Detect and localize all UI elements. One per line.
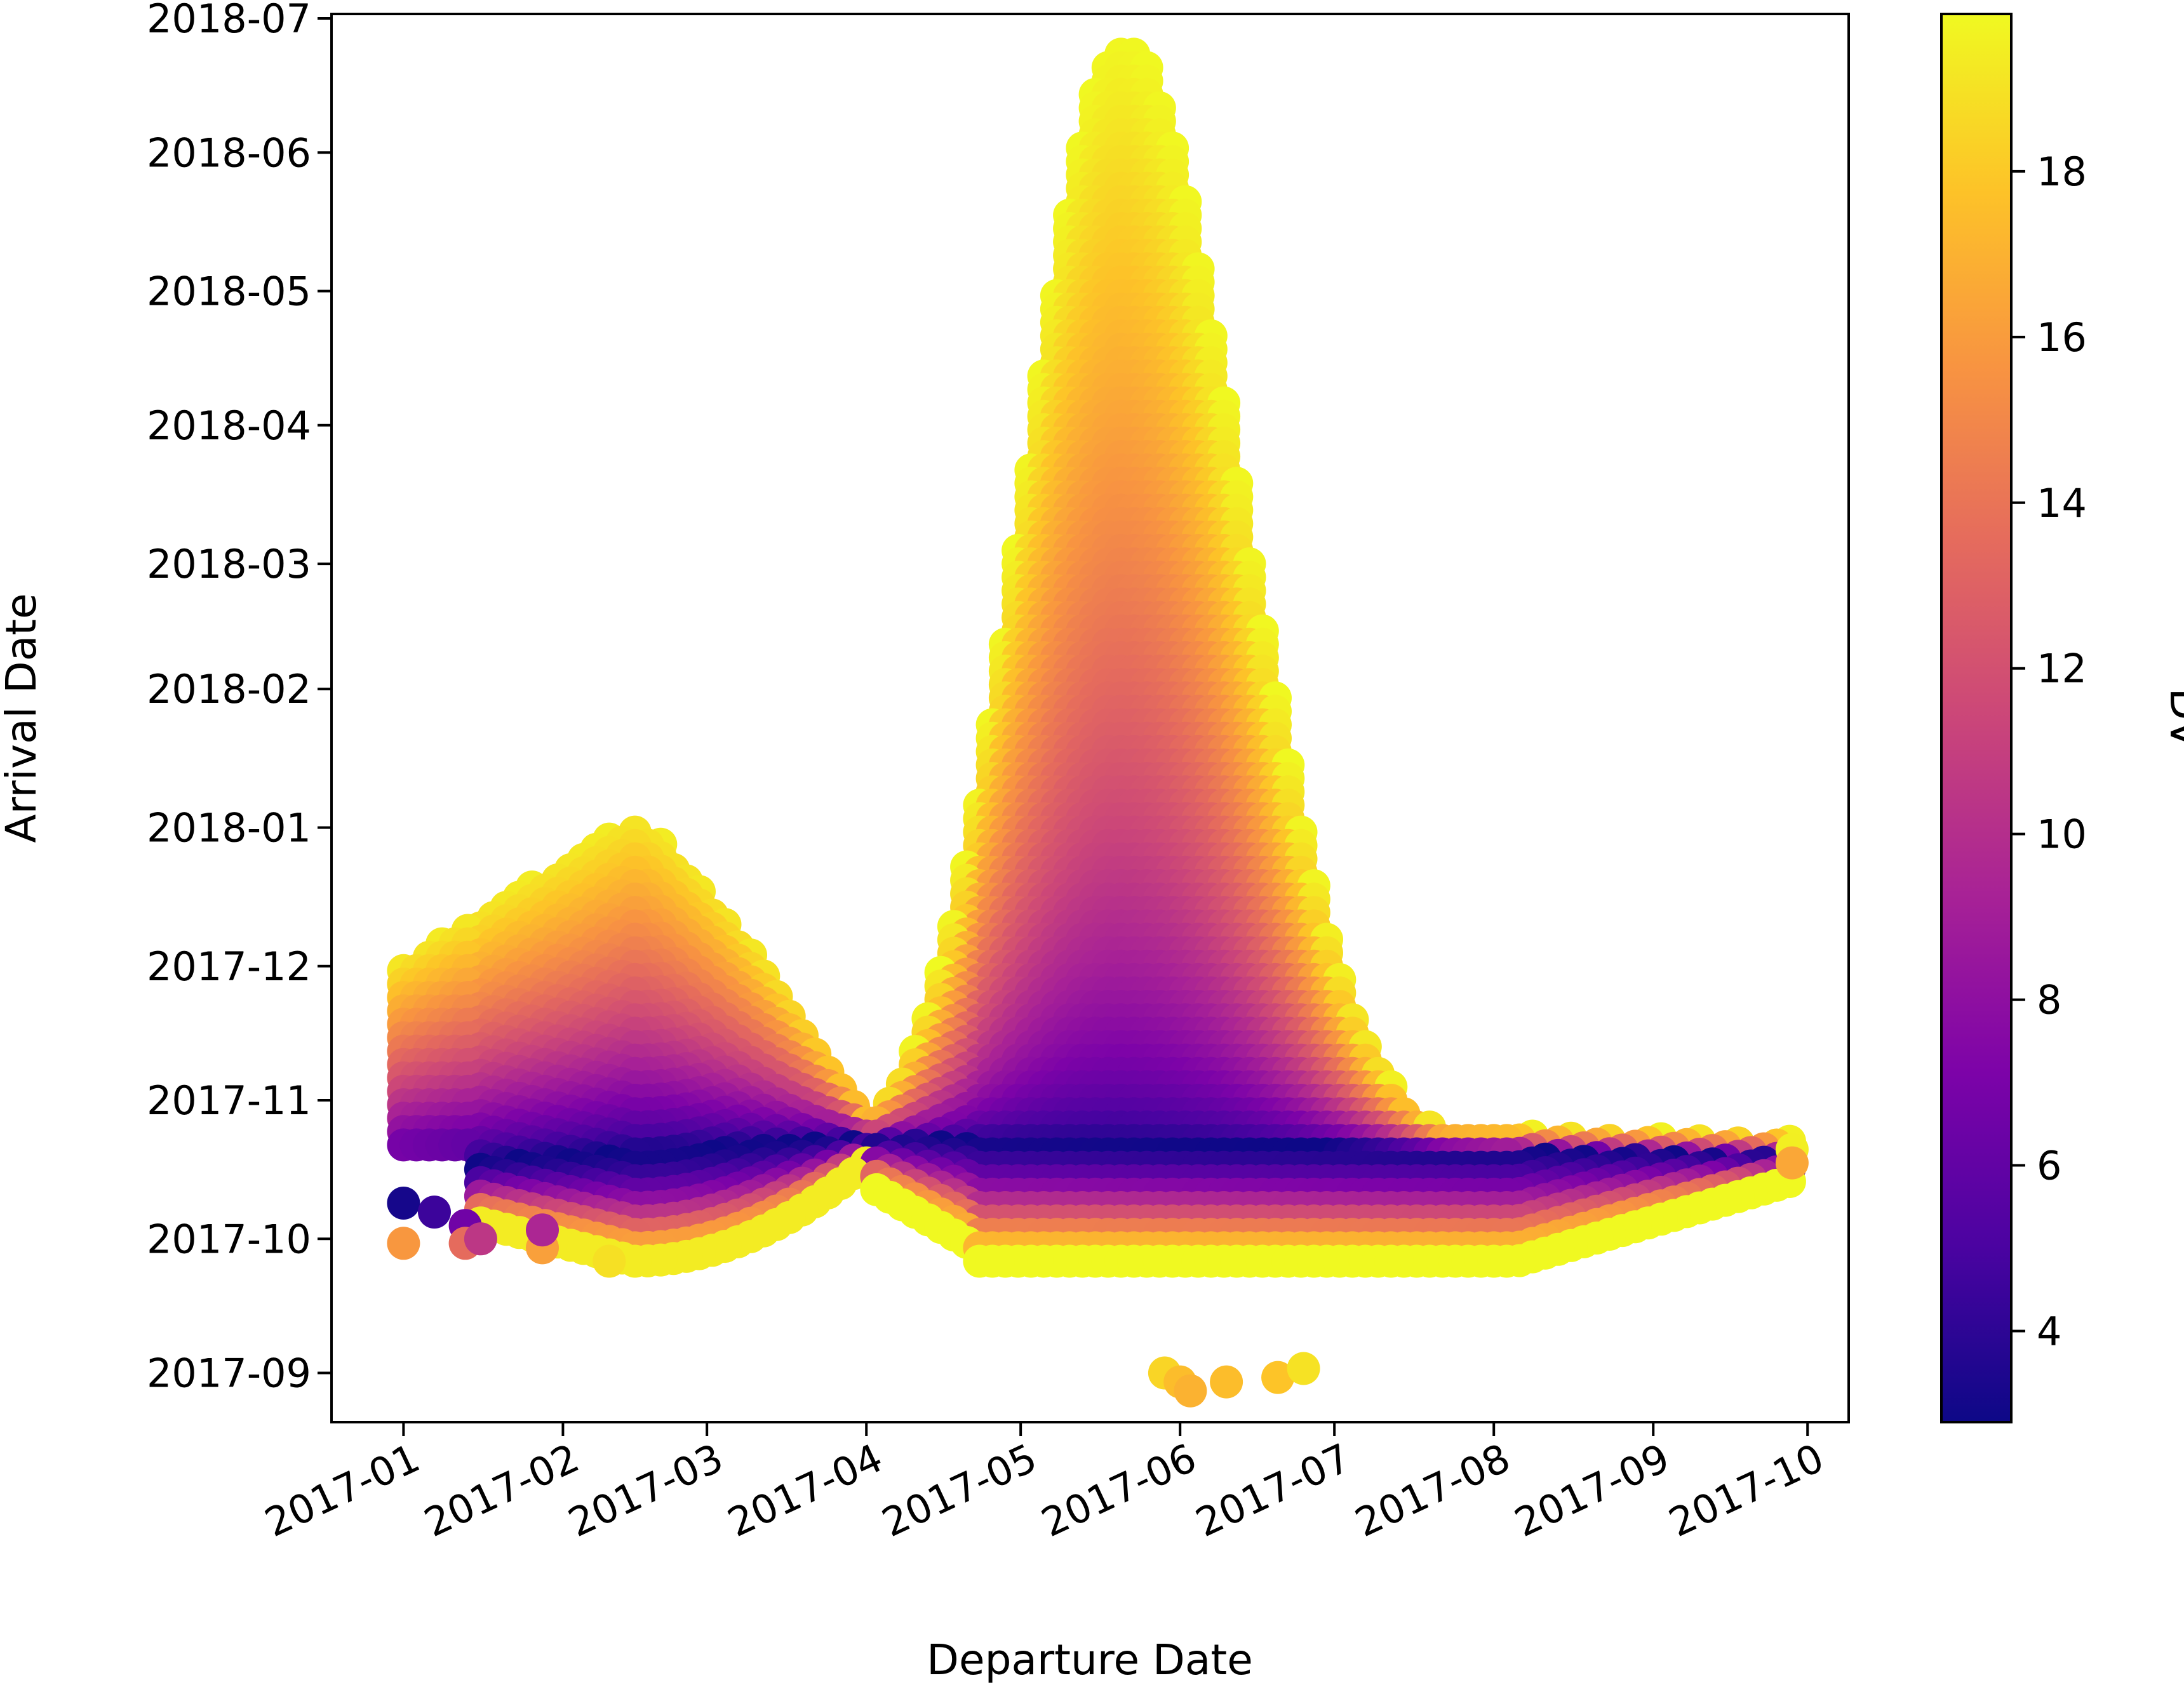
scatter-point <box>387 1187 420 1220</box>
y-tick-label: 2017-09 <box>147 1350 311 1397</box>
y-tick-label: 2018-04 <box>147 403 311 449</box>
x-tick-label: 2017-08 <box>1348 1434 1517 1546</box>
x-tick-label: 2017-07 <box>1189 1434 1358 1546</box>
x-tick-label: 2017-09 <box>1508 1434 1677 1546</box>
y-tick-label: 2018-03 <box>147 541 311 587</box>
scatter-point <box>1490 1244 1524 1278</box>
plot-frame <box>330 13 1850 1423</box>
colorbar-title: DV <box>2161 688 2184 749</box>
x-tick-label: 2017-02 <box>417 1434 586 1546</box>
y-tick-label: 2018-05 <box>147 269 311 315</box>
y-axis-title: Arrival Date <box>0 593 46 842</box>
x-tick-label: 2017-05 <box>875 1434 1044 1546</box>
colorbar-tick-label: 8 <box>2037 977 2061 1023</box>
y-tick-label: 2018-07 <box>147 0 311 42</box>
scatter-point <box>418 1195 451 1229</box>
scatter-point <box>1287 1352 1320 1385</box>
scatter-point <box>618 1244 652 1278</box>
x-axis: 2017-012017-022017-032017-042017-052017-… <box>258 1422 1831 1546</box>
scatter-points <box>387 37 1809 1408</box>
colorbar-tick-label: 6 <box>2037 1143 2061 1189</box>
scatter-point <box>1775 1146 1809 1180</box>
colorbar-tick-label: 16 <box>2037 314 2087 361</box>
colorbar-tick-label: 18 <box>2037 149 2087 195</box>
y-tick-label: 2017-12 <box>147 943 311 990</box>
y-tick-label: 2018-01 <box>147 805 311 851</box>
colorbar <box>1940 13 2013 1423</box>
scatter-point <box>1210 1365 1243 1399</box>
scatter-point <box>593 1244 626 1278</box>
x-tick-label: 2017-03 <box>561 1434 730 1546</box>
scatter-point <box>526 1213 559 1247</box>
scatter-point <box>387 1227 420 1260</box>
x-tick-label: 2017-01 <box>258 1434 427 1546</box>
y-tick-label: 2017-10 <box>147 1216 311 1262</box>
x-tick-label: 2017-10 <box>1662 1434 1831 1546</box>
y-tick-label: 2018-02 <box>147 666 311 712</box>
y-axis: 2017-09 2017-10 2017-11 2017-12 2018-01 2018-… <box>147 0 332 1397</box>
x-axis-title: Departure Date <box>927 1635 1253 1684</box>
y-tick-label: 2018-06 <box>147 130 311 176</box>
colorbar-tick-label: 10 <box>2037 811 2087 858</box>
scatter-point <box>1174 1374 1207 1408</box>
colorbar-tick-label: 14 <box>2037 480 2087 526</box>
x-tick-label: 2017-06 <box>1035 1434 1203 1546</box>
x-tick-label: 2017-04 <box>721 1434 890 1546</box>
colorbar-tick-label: 4 <box>2037 1308 2061 1354</box>
scatter-point <box>464 1222 497 1256</box>
colorbar-tick-label: 12 <box>2037 646 2087 692</box>
scatter-point <box>1261 1361 1295 1394</box>
y-tick-label: 2017-11 <box>147 1077 311 1124</box>
colorbar-axis: 4 6 8 10 12 14 16 18 <box>2011 149 2087 1354</box>
